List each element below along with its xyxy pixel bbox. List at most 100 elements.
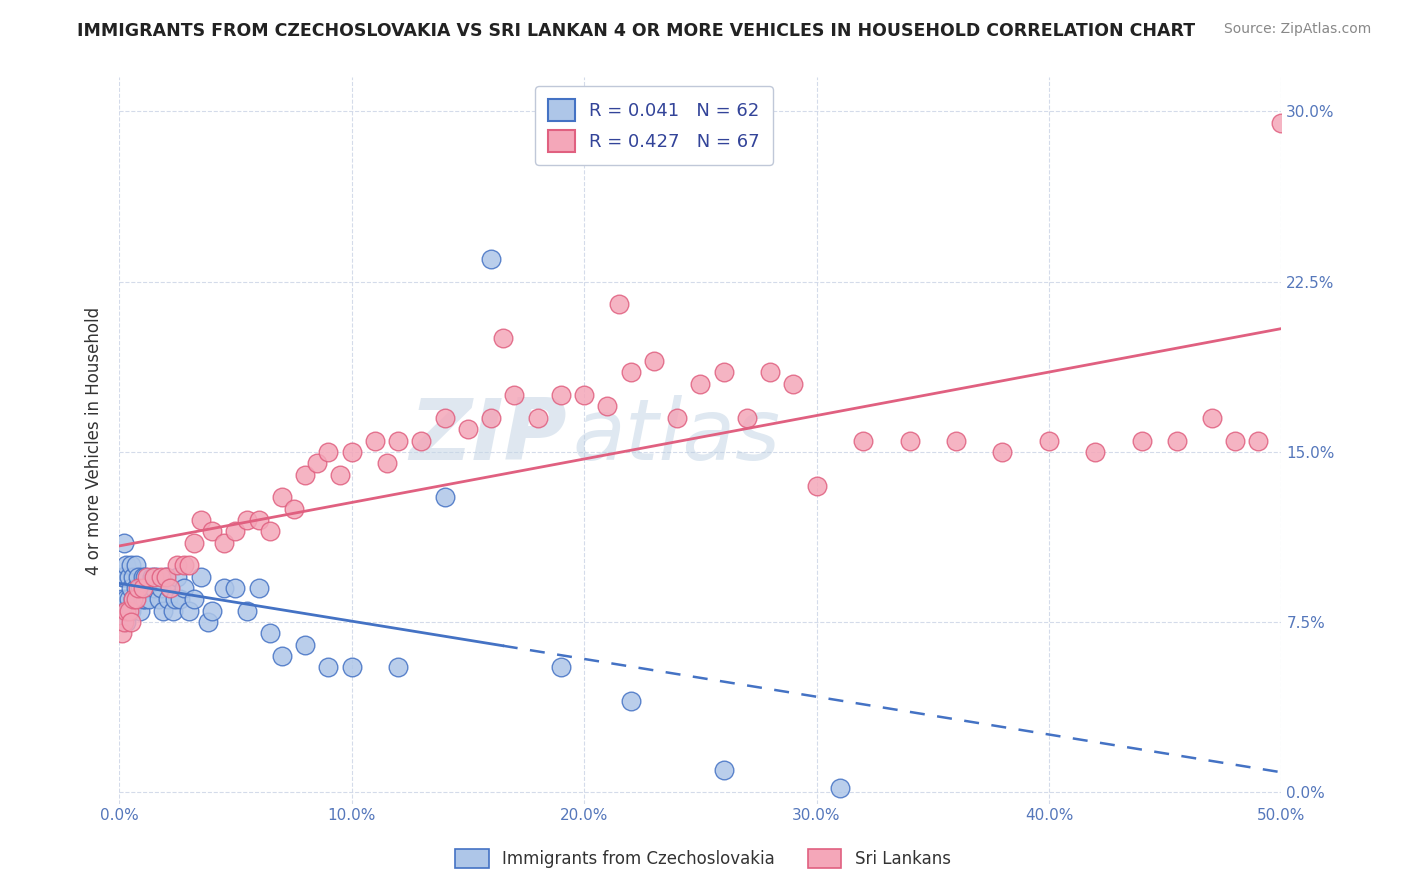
Text: Source: ZipAtlas.com: Source: ZipAtlas.com: [1223, 22, 1371, 37]
Point: [259, 524, 281, 539]
Text: atlas: atlas: [572, 395, 780, 478]
Point: [329, 467, 352, 482]
Point: [159, 581, 181, 595]
Point: [271, 490, 294, 504]
Point: [177, 604, 200, 618]
Legend: R = 0.041   N = 62, R = 0.427   N = 67: R = 0.041 N = 62, R = 0.427 N = 67: [536, 87, 772, 165]
Point: [127, 592, 149, 607]
Point: [666, 410, 689, 425]
Point: [120, 558, 142, 573]
Point: [991, 445, 1014, 459]
Point: [340, 445, 363, 459]
Point: [124, 558, 146, 573]
Point: [806, 479, 828, 493]
Point: [112, 604, 135, 618]
Point: [110, 570, 132, 584]
Point: [713, 763, 735, 777]
Point: [155, 570, 177, 584]
Point: [945, 434, 967, 448]
Point: [117, 570, 139, 584]
Point: [596, 400, 619, 414]
Point: [117, 604, 139, 618]
Point: [120, 581, 142, 595]
Point: [607, 297, 630, 311]
Point: [236, 513, 259, 527]
Point: [131, 592, 153, 607]
Point: [131, 570, 153, 584]
Point: [479, 410, 502, 425]
Point: [110, 626, 132, 640]
Point: [294, 638, 316, 652]
Point: [117, 592, 139, 607]
Point: [115, 592, 138, 607]
Point: [129, 604, 152, 618]
Point: [131, 581, 153, 595]
Point: [115, 615, 138, 629]
Point: [340, 660, 363, 674]
Point: [177, 558, 200, 573]
Point: [138, 592, 160, 607]
Point: [457, 422, 479, 436]
Point: [143, 581, 166, 595]
Point: [620, 694, 643, 708]
Point: [122, 592, 145, 607]
Point: [735, 410, 758, 425]
Text: ZIP: ZIP: [409, 395, 567, 478]
Point: [852, 434, 875, 448]
Point: [134, 592, 156, 607]
Point: [145, 570, 167, 584]
Point: [124, 592, 146, 607]
Point: [1223, 434, 1246, 448]
Point: [120, 615, 142, 629]
Point: [143, 570, 166, 584]
Point: [134, 570, 156, 584]
Point: [224, 524, 246, 539]
Point: [148, 592, 170, 607]
Point: [120, 604, 142, 618]
Point: [713, 366, 735, 380]
Point: [165, 592, 187, 607]
Point: [224, 581, 246, 595]
Point: [155, 570, 177, 584]
Y-axis label: 4 or more Vehicles in Household: 4 or more Vehicles in Household: [86, 307, 103, 574]
Point: [479, 252, 502, 266]
Point: [375, 456, 398, 470]
Point: [190, 513, 212, 527]
Point: [136, 581, 159, 595]
Legend: Immigrants from Czechoslovakia, Sri Lankans: Immigrants from Czechoslovakia, Sri Lank…: [447, 840, 959, 877]
Point: [112, 535, 135, 549]
Point: [122, 592, 145, 607]
Point: [643, 354, 665, 368]
Point: [236, 604, 259, 618]
Point: [318, 660, 340, 674]
Point: [159, 581, 181, 595]
Point: [1270, 116, 1292, 130]
Point: [166, 570, 188, 584]
Point: [115, 604, 138, 618]
Point: [150, 570, 173, 584]
Point: [898, 434, 921, 448]
Point: [759, 366, 782, 380]
Point: [212, 535, 235, 549]
Point: [433, 490, 456, 504]
Point: [1084, 445, 1107, 459]
Point: [162, 604, 184, 618]
Point: [212, 581, 235, 595]
Point: [620, 366, 643, 380]
Point: [572, 388, 595, 402]
Point: [166, 558, 188, 573]
Point: [492, 331, 515, 345]
Point: [1247, 434, 1270, 448]
Point: [183, 535, 205, 549]
Point: [782, 376, 804, 391]
Point: [129, 581, 152, 595]
Point: [127, 570, 149, 584]
Point: [197, 615, 219, 629]
Point: [247, 513, 270, 527]
Point: [259, 626, 281, 640]
Point: [112, 615, 135, 629]
Point: [110, 592, 132, 607]
Point: [1038, 434, 1060, 448]
Point: [150, 581, 173, 595]
Point: [115, 558, 138, 573]
